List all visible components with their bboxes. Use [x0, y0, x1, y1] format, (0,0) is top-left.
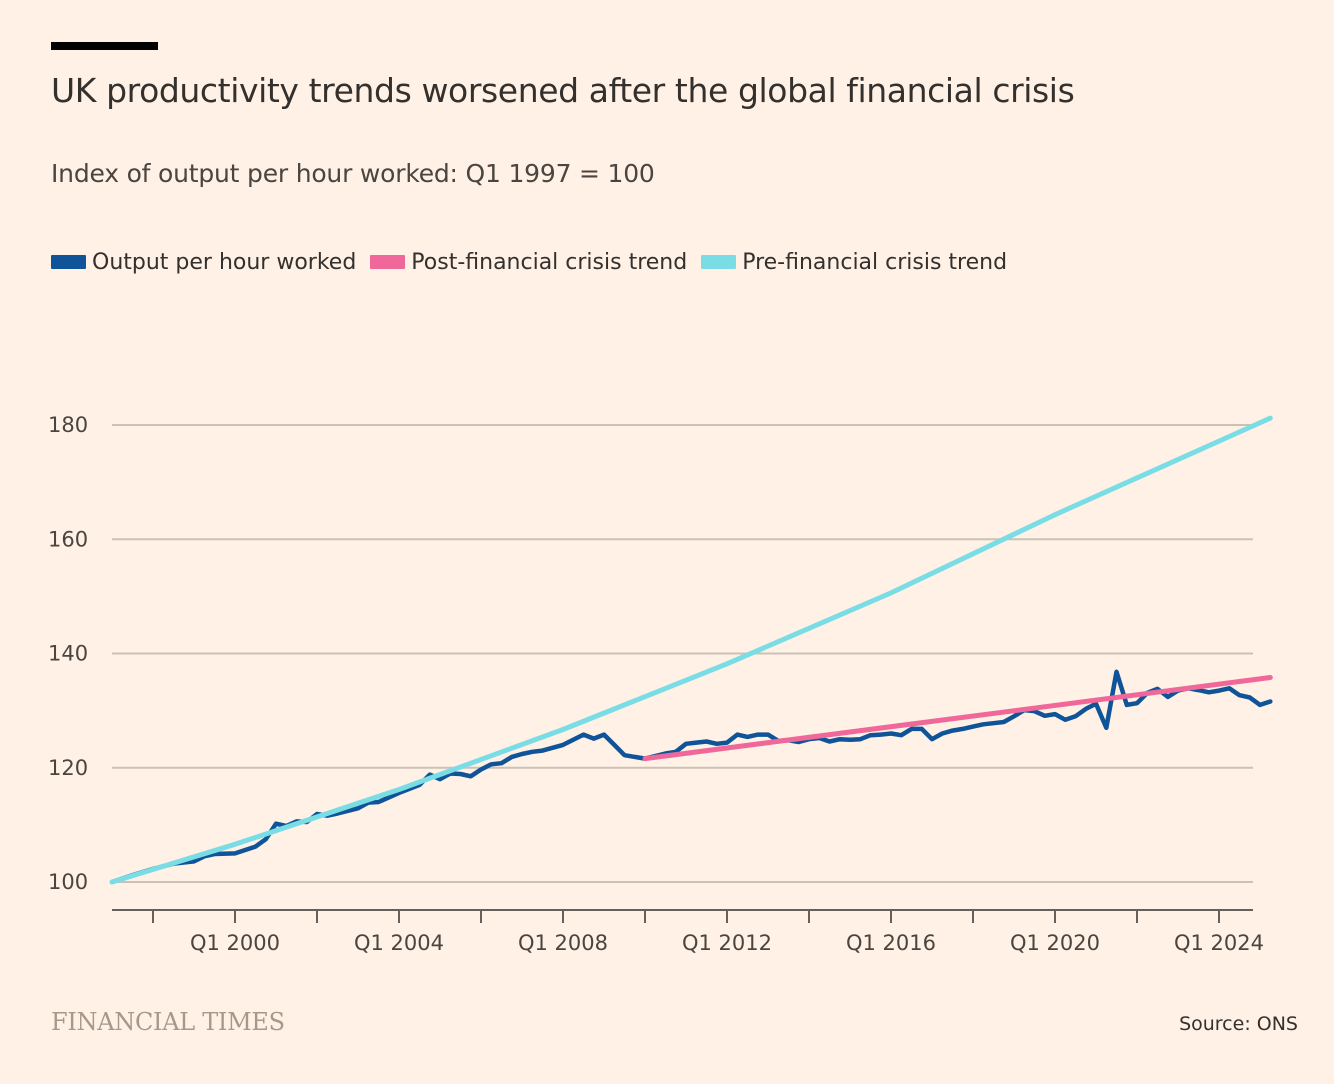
x-tick-label: Q1 2012: [682, 931, 772, 955]
x-tick-label: Q1 2000: [190, 931, 280, 955]
x-tick-label: Q1 2016: [846, 931, 936, 955]
y-tick-label: 160: [48, 527, 88, 551]
y-tick-label: 180: [48, 413, 88, 437]
legend-item-pre-crisis-trend: Pre-financial crisis trend: [701, 250, 1007, 275]
x-tick-label: Q1 2004: [354, 931, 444, 955]
y-tick-label: 100: [48, 870, 88, 894]
y-axis-labels: 100 120 140 160 180: [48, 413, 88, 894]
legend-item-post-crisis-trend: Post-financial crisis trend: [370, 250, 687, 275]
y-tick-label: 140: [48, 642, 88, 666]
legend-swatch-output: [51, 255, 86, 269]
chart-subtitle: Index of output per hour worked: Q1 1997…: [51, 159, 655, 188]
chart-title: UK productivity trends worsened after th…: [51, 71, 1075, 110]
series-post-crisis-trend-line: [642, 675, 1273, 762]
legend: Output per hour worked Post-financial cr…: [51, 246, 1021, 278]
ft-accent-bar: [51, 42, 158, 50]
legend-label-pre-crisis-trend: Pre-financial crisis trend: [742, 249, 1008, 275]
legend-swatch-pre-crisis-trend: [701, 255, 737, 269]
financial-times-logo: FINANCIAL TIMES: [51, 1008, 285, 1036]
series-output-per-hour-line: [109, 669, 1273, 885]
y-tick-label: 120: [48, 756, 88, 780]
series-lines: [109, 415, 1273, 885]
source-note: Source: ONS: [1179, 1013, 1298, 1035]
x-axis: Q1 2000 Q1 2004 Q1 2008 Q1 2012 Q1 2016 Q1 20…: [112, 909, 1264, 955]
series-pre-crisis-trend-line: [109, 415, 1273, 885]
legend-label-post-crisis-trend: Post-financial crisis trend: [411, 249, 688, 275]
x-tick-label: Q1 2020: [1010, 931, 1100, 955]
legend-swatch-post-crisis-trend: [370, 255, 406, 269]
gridlines: [112, 424, 1253, 883]
legend-label-output: Output per hour worked: [92, 249, 357, 275]
x-tick-label: Q1 2024: [1174, 931, 1264, 955]
legend-item-output: Output per hour worked: [51, 250, 356, 275]
x-tick-label: Q1 2008: [518, 931, 608, 955]
